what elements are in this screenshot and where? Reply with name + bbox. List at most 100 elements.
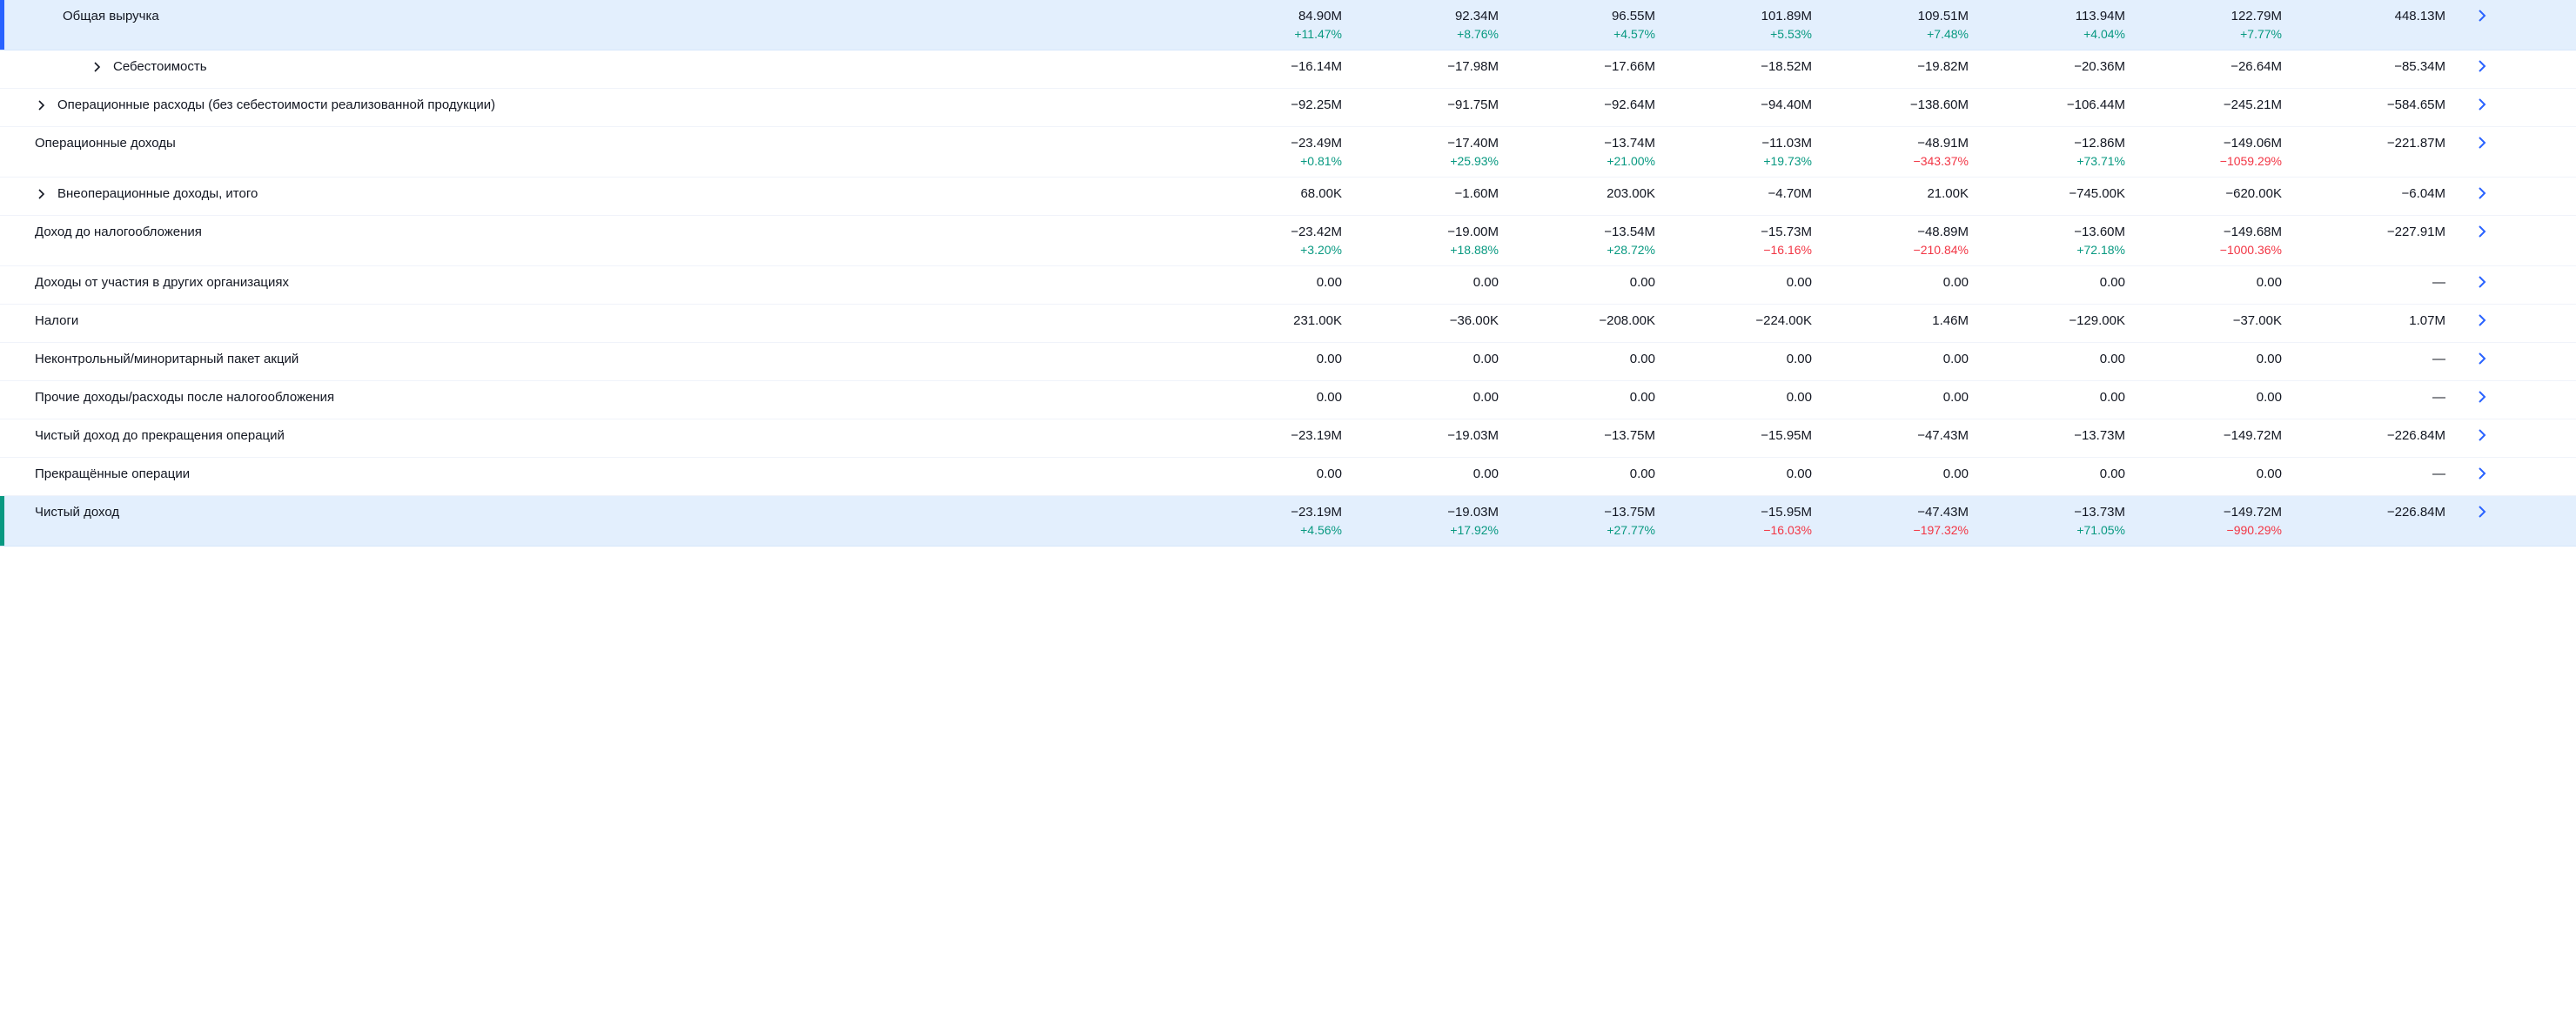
value-cell: −11.03M+19.73% [1671, 136, 1828, 168]
value-cell: 109.51M+7.48% [1828, 9, 1984, 41]
value: −23.19M [1291, 428, 1342, 443]
value-cell: — [2298, 352, 2461, 366]
value: 0.00 [1943, 390, 1969, 405]
value-cell: 92.34M+8.76% [1358, 9, 1514, 41]
value-cell: −91.75M [1358, 97, 1514, 112]
value-cell: −4.70M [1671, 186, 1828, 201]
value: 203.00K [1607, 186, 1655, 201]
value-cell: 0.00 [1201, 275, 1358, 290]
value-cell: −23.42M+3.20% [1201, 225, 1358, 257]
value: −13.75M [1604, 428, 1655, 443]
table-row[interactable]: Прекращённые операции0.000.000.000.000.0… [0, 458, 2576, 496]
chevron-right-icon[interactable] [2461, 505, 2503, 519]
value-cell: 0.00 [1358, 275, 1514, 290]
value: 0.00 [1317, 390, 1342, 405]
expand-icon[interactable] [35, 189, 49, 199]
value-cell: −1.60M [1358, 186, 1514, 201]
change-value: −16.03% [1671, 523, 1812, 537]
value-cell: −48.91M−343.37% [1828, 136, 1984, 168]
row-label: Доходы от участия в других организациях [35, 275, 289, 290]
table-row[interactable]: Чистый доход−23.19M+4.56%−19.03M+17.92%−… [0, 496, 2576, 547]
value: 0.00 [1943, 352, 1969, 366]
change-value: +72.18% [1984, 243, 2125, 257]
table-row[interactable]: Доход до налогообложения−23.42M+3.20%−19… [0, 216, 2576, 266]
value-cell: −19.82M [1828, 59, 1984, 74]
value-cell: 68.00K [1201, 186, 1358, 201]
value: 0.00 [2257, 390, 2282, 405]
chevron-right-icon[interactable] [2461, 466, 2503, 480]
value-cell: 0.00 [1201, 466, 1358, 481]
value-cell: −13.73M [1984, 428, 2141, 443]
value: −19.03M [1447, 505, 1499, 520]
value: −17.98M [1447, 59, 1499, 74]
change-value: −1000.36% [2141, 243, 2282, 257]
value: 0.00 [2100, 390, 2125, 405]
value-cell: −13.73M+71.05% [1984, 505, 2141, 537]
chevron-right-icon[interactable] [2461, 390, 2503, 404]
change-value: +21.00% [1514, 154, 1655, 168]
row-label: Чистый доход до прекращения операций [35, 428, 285, 443]
expand-icon[interactable] [91, 62, 104, 72]
value: −226.84M [2387, 428, 2445, 443]
table-row[interactable]: Доходы от участия в других организациях 0… [0, 266, 2576, 305]
value-cell: 0.00 [1828, 466, 1984, 481]
change-value: +73.71% [1984, 154, 2125, 168]
table-row[interactable]: Себестоимость−16.14M−17.98M−17.66M−18.52… [0, 50, 2576, 89]
row-label-cell: Прочие доходы/расходы после налогообложе… [0, 390, 1201, 405]
value: 231.00K [1293, 313, 1342, 328]
value: −224.00K [1755, 313, 1812, 328]
row-label-cell: Прекращённые операции [0, 466, 1201, 481]
change-value: −990.29% [2141, 523, 2282, 537]
value-cell: −106.44M [1984, 97, 2141, 112]
chevron-right-icon[interactable] [2461, 313, 2503, 327]
value: — [2432, 466, 2445, 481]
value: 448.13M [2395, 9, 2445, 23]
value-cell: −13.74M+21.00% [1514, 136, 1671, 168]
value-cell: −221.87M [2298, 136, 2461, 151]
table-row[interactable]: Прочие доходы/расходы после налогообложе… [0, 381, 2576, 419]
table-row[interactable]: Налоги231.00K−36.00K−208.00K−224.00K1.46… [0, 305, 2576, 343]
value-cell: 0.00 [1671, 390, 1828, 405]
value: 0.00 [1317, 352, 1342, 366]
value: −91.75M [1447, 97, 1499, 112]
value-cell: 0.00 [2141, 275, 2298, 290]
chevron-right-icon[interactable] [2461, 352, 2503, 366]
table-row[interactable]: Операционные доходы−23.49M+0.81%−17.40M+… [0, 127, 2576, 178]
chevron-right-icon[interactable] [2461, 97, 2503, 111]
table-row[interactable]: Неконтрольный/миноритарный пакет акций 0.… [0, 343, 2576, 381]
value-cell: −129.00K [1984, 313, 2141, 328]
chevron-right-icon[interactable] [2461, 225, 2503, 238]
value: 84.90M [1298, 9, 1342, 23]
row-label: Общая выручка [63, 9, 159, 23]
chevron-right-icon[interactable] [2461, 59, 2503, 73]
value-cell: −17.40M+25.93% [1358, 136, 1514, 168]
expand-icon[interactable] [35, 100, 49, 111]
chevron-right-icon[interactable] [2461, 186, 2503, 200]
value: 0.00 [2100, 466, 2125, 481]
value-cell: 231.00K [1201, 313, 1358, 328]
value: −745.00K [2069, 186, 2125, 201]
value-cell: 0.00 [1984, 275, 2141, 290]
value: −23.49M [1291, 136, 1342, 151]
value-cell: 101.89M+5.53% [1671, 9, 1828, 41]
value: −129.00K [2069, 313, 2125, 328]
table-row[interactable]: Общая выручка84.90M+11.47%92.34M+8.76%96… [0, 0, 2576, 50]
change-value: −343.37% [1828, 154, 1969, 168]
value-cell: 448.13M [2298, 9, 2461, 23]
value: −36.00K [1450, 313, 1499, 328]
table-row[interactable]: Внеоперационные доходы, итого68.00K−1.60… [0, 178, 2576, 216]
table-row[interactable]: Чистый доход до прекращения операций −23.… [0, 419, 2576, 458]
value: 101.89M [1761, 9, 1812, 23]
value-cell: −224.00K [1671, 313, 1828, 328]
chevron-right-icon[interactable] [2461, 275, 2503, 289]
table-row[interactable]: Операционные расходы (без себестоимости … [0, 89, 2576, 127]
value-cell: 84.90M+11.47% [1201, 9, 1358, 41]
value-cell: 0.00 [1201, 390, 1358, 405]
chevron-right-icon[interactable] [2461, 428, 2503, 442]
row-label-cell: Доходы от участия в других организациях [0, 275, 1201, 290]
chevron-right-icon[interactable] [2461, 9, 2503, 23]
chevron-right-icon[interactable] [2461, 136, 2503, 150]
value-cell: −47.43M−197.32% [1828, 505, 1984, 537]
row-label: Неконтрольный/миноритарный пакет акций [35, 352, 299, 366]
change-value: +28.72% [1514, 243, 1655, 257]
